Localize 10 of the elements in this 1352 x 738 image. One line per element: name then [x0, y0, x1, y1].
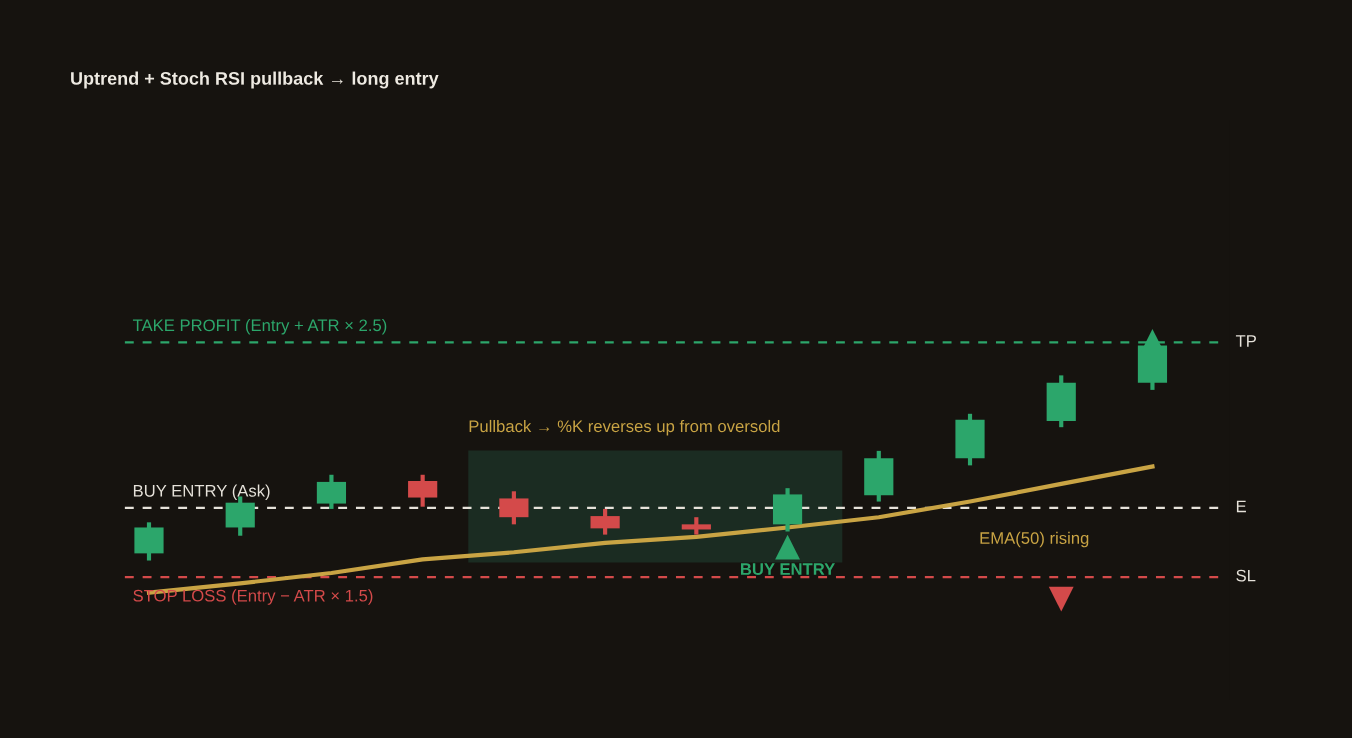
ref-line-label: BUY ENTRY (Ask) [133, 484, 270, 500]
ref-line-label: STOP LOSS (Entry − ATR × 1.5) [133, 589, 373, 605]
text: SL [1236, 569, 1256, 582]
series-label: BUY ENTRY [740, 563, 835, 575]
annotation: Pullback → %K reverses up from oversold [469, 419, 780, 436]
text: E [1236, 500, 1246, 513]
text: TP [1235, 335, 1256, 347]
chart-title: Uptrend + Stoch RSI pullback → long entry [71, 71, 439, 89]
series-label: EMA(50) rising [980, 531, 1089, 548]
ref-line-label: TAKE PROFIT (Entry + ATR × 2.5) [132, 318, 387, 335]
